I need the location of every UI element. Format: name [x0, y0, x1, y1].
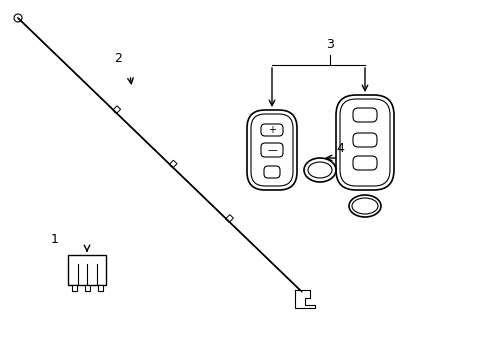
- FancyBboxPatch shape: [246, 110, 296, 190]
- Bar: [72, 285, 77, 291]
- FancyBboxPatch shape: [261, 143, 283, 157]
- Text: 2: 2: [114, 52, 122, 65]
- FancyBboxPatch shape: [335, 95, 393, 190]
- Ellipse shape: [348, 195, 380, 217]
- Ellipse shape: [307, 162, 331, 178]
- Bar: [169, 160, 177, 168]
- Ellipse shape: [304, 158, 335, 182]
- FancyBboxPatch shape: [352, 108, 376, 122]
- Circle shape: [14, 14, 22, 22]
- FancyBboxPatch shape: [352, 156, 376, 170]
- FancyBboxPatch shape: [264, 166, 280, 178]
- FancyBboxPatch shape: [339, 99, 389, 186]
- Text: 3: 3: [325, 38, 333, 51]
- Text: —: —: [266, 145, 276, 155]
- FancyBboxPatch shape: [352, 133, 376, 147]
- Ellipse shape: [351, 198, 377, 214]
- Text: 4: 4: [335, 142, 343, 155]
- Bar: [68, 255, 106, 285]
- Bar: [113, 106, 121, 114]
- Text: 1: 1: [51, 233, 59, 246]
- FancyBboxPatch shape: [250, 114, 292, 186]
- Bar: [85, 285, 90, 291]
- Text: +: +: [267, 125, 275, 135]
- FancyBboxPatch shape: [261, 124, 283, 136]
- Bar: [225, 215, 233, 222]
- Bar: [98, 285, 103, 291]
